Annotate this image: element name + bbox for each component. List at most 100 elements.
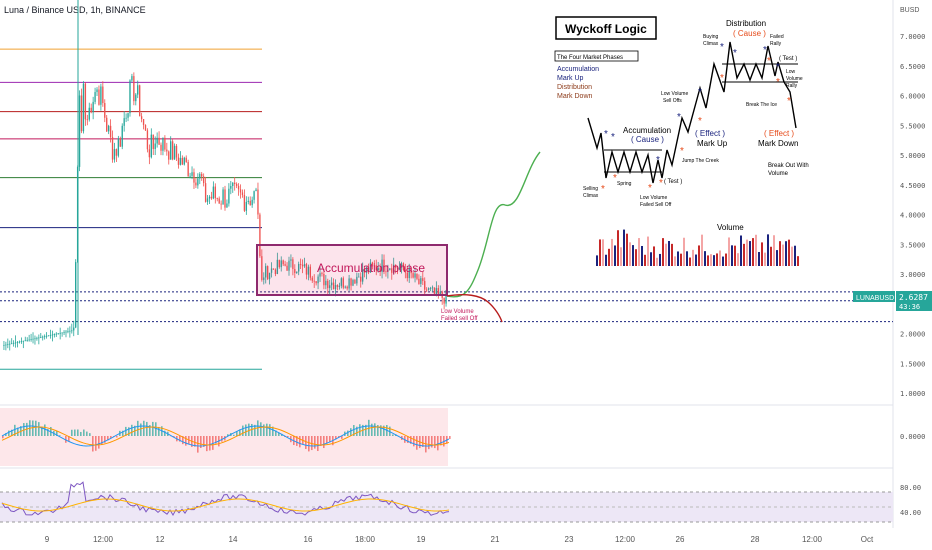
candle-body [156, 137, 158, 144]
range-label: Accumulation phase [317, 261, 425, 275]
volume-bar [776, 250, 778, 266]
candle-body [202, 176, 205, 184]
price-tick: 2.0000 [900, 331, 925, 339]
star-icon: * [776, 77, 780, 88]
volume-bar [689, 257, 691, 266]
volume-bar [656, 257, 658, 266]
candle-body [127, 113, 129, 118]
candle-body [82, 83, 85, 132]
histogram-bar [434, 436, 436, 449]
histogram-bar [83, 429, 85, 436]
oscillator-1[interactable] [1, 419, 451, 453]
candle-body [422, 278, 424, 282]
candle-body [228, 188, 230, 204]
volume-bar [644, 254, 646, 266]
histogram-bar [164, 430, 166, 436]
volume-bar [611, 238, 613, 266]
candle-body [247, 200, 249, 202]
candle-body [348, 278, 350, 289]
osc1-tick: 0.0000 [900, 433, 925, 441]
volume-bar [758, 252, 760, 266]
histogram-bar [125, 426, 127, 436]
candle-body [437, 288, 439, 295]
candle-body [387, 269, 389, 272]
volume-bar [674, 256, 676, 266]
time-tick: 26 [676, 535, 685, 544]
time-tick: 12:00 [802, 535, 823, 544]
candle-body [410, 267, 412, 274]
histogram-bar [428, 436, 430, 450]
histogram-bar [68, 436, 70, 442]
volume-bar [596, 255, 598, 266]
candle-body [332, 282, 335, 290]
candle-body [391, 268, 393, 273]
volume-bar [671, 243, 673, 266]
price-tick: 1.0000 [900, 390, 925, 398]
candle-body [47, 335, 50, 337]
lbl-lvr-1: Low [786, 69, 796, 75]
histogram-bar [440, 436, 442, 446]
candle-body [148, 149, 151, 158]
candle-body [199, 173, 201, 179]
volume-bar [614, 245, 616, 266]
time-tick: 12 [156, 535, 165, 544]
candle-body [257, 189, 259, 215]
chart-title: Luna / Binance USD, 1h, BINANCE [4, 5, 146, 15]
volume-bar [662, 238, 664, 266]
lbl-lvr-2: Volume [786, 76, 803, 82]
candle-body [243, 195, 246, 211]
histogram-bar [314, 436, 316, 449]
price-axis[interactable]: 7.0000 6.5000 6.0000 5.5000 5.0000 4.5000 4.00… [900, 33, 925, 398]
candle-body [109, 125, 112, 138]
candle-body [358, 276, 360, 278]
histogram-bar [260, 422, 262, 436]
candle-body [311, 277, 313, 281]
histogram-bar [212, 436, 214, 450]
candle-body [160, 144, 162, 151]
volume-bar [722, 256, 724, 266]
volume-bar [734, 245, 736, 266]
oscillator-2[interactable] [1, 481, 450, 516]
star-icon: * [601, 184, 605, 195]
histogram-bar [272, 426, 274, 436]
histogram-bar [149, 425, 151, 436]
candle-body [135, 94, 137, 102]
symbol-badge [853, 291, 895, 302]
volume-bar [683, 237, 685, 266]
candle-body [43, 336, 46, 338]
candle-body [309, 266, 312, 278]
volume-bar [749, 241, 751, 266]
candle-body [191, 172, 193, 176]
candle-body [195, 182, 197, 186]
volume-bar [653, 246, 655, 266]
price-tick: 7.0000 [900, 33, 925, 41]
volume-bar [794, 245, 796, 266]
volume-bar [779, 241, 781, 266]
candle-body [38, 337, 40, 339]
volume-bar [752, 238, 754, 266]
phase-item: Mark Up [557, 75, 584, 82]
candle-body [45, 335, 48, 337]
candle-body [406, 272, 408, 279]
volume-bar [638, 238, 640, 266]
histogram-bar [431, 436, 433, 448]
volume-bar [620, 247, 622, 266]
candle-body [330, 282, 333, 286]
lbl-effect: ( Effect ) [695, 129, 725, 138]
candle-body [28, 339, 30, 341]
star-icon: * [698, 87, 702, 98]
lbl-selling-climax-1: Selling [583, 186, 598, 192]
time-axis[interactable]: 9 12:00 12 14 16 18:00 19 21 23 12:00 26 28 12:00 Oct [45, 535, 874, 544]
star-icon: * [767, 56, 771, 67]
star-icon: * [659, 178, 663, 189]
lbl-test2: ( Test ) [779, 56, 797, 62]
candle-body [40, 337, 42, 338]
candle-body [296, 271, 298, 273]
volume-bar [770, 246, 772, 266]
candle-body [321, 273, 323, 275]
candle-body [98, 89, 100, 105]
accumulation-box[interactable] [256, 244, 448, 296]
candle-body [175, 145, 178, 158]
lbl-test: ( Test ) [664, 179, 682, 185]
